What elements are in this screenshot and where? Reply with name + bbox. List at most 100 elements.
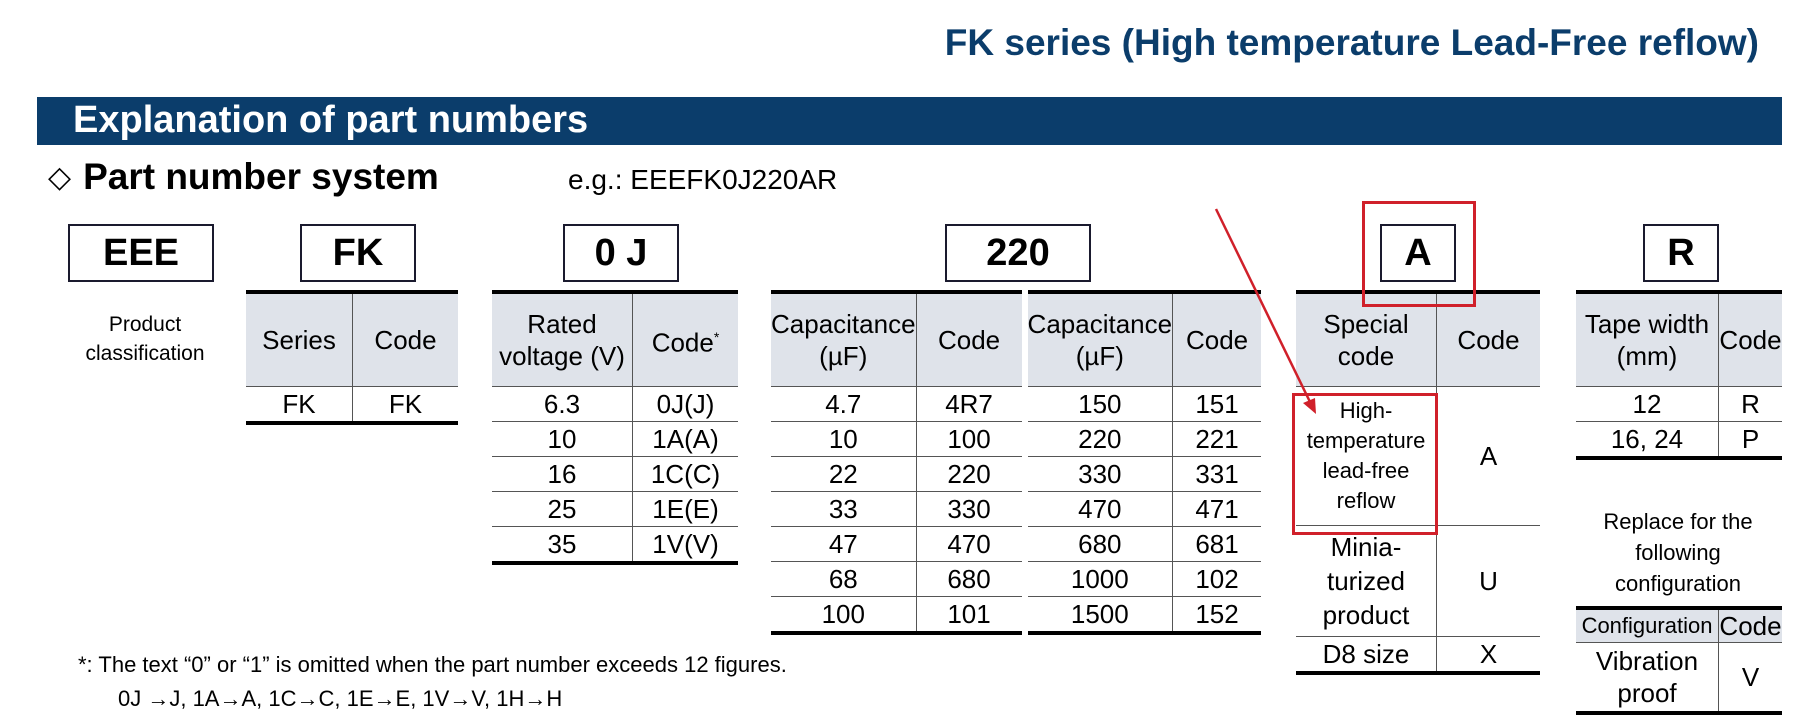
special-code-cell: A xyxy=(1436,386,1540,526)
voltage-header: Rated voltage (V) xyxy=(492,290,633,387)
capacitance-cell: 470 xyxy=(1021,491,1173,527)
voltage-code-cell: 1A(A) xyxy=(632,421,738,457)
config-cell: Vibration proof xyxy=(1576,642,1719,715)
footnote-line-1: *: The text “0” or “1” is omitted when t… xyxy=(78,652,787,677)
highlight-box-code-a xyxy=(1362,201,1476,307)
capacitance-cell: 680 xyxy=(1021,526,1173,562)
product-classification-label: Product classification xyxy=(85,313,205,365)
code-box-special: A xyxy=(1380,224,1456,282)
capacitance-code-cell: 152 xyxy=(1172,596,1261,635)
table-row: 22 220 330 331 xyxy=(771,456,1261,492)
table-row: High-temperature lead-free reflow A xyxy=(1296,386,1540,526)
capacitance-code-cell: 102 xyxy=(1172,561,1261,597)
tape-header: Tape width (mm) xyxy=(1576,290,1719,387)
tape-code-cell: R xyxy=(1718,386,1782,422)
red-arrow-icon xyxy=(1214,208,1313,405)
page-title: FK series (High temperature Lead-Free re… xyxy=(944,22,1759,63)
capacitance-code-cell: 221 xyxy=(1172,421,1261,457)
voltage-code-cell: 1E(E) xyxy=(632,491,738,527)
table-row: 12 R xyxy=(1576,386,1782,422)
table-row: 4.7 4R7 150 151 xyxy=(771,386,1261,422)
table-row: Minia-turized product U xyxy=(1296,525,1540,637)
special-cell: High-temperature lead-free reflow xyxy=(1296,386,1437,526)
config-code-cell: V xyxy=(1718,642,1782,715)
capacitance-cell: 33 xyxy=(771,491,917,527)
voltage-cell: 25 xyxy=(492,491,633,527)
capacitance-code-cell: 680 xyxy=(915,561,1025,597)
table-row: 47 470 680 681 xyxy=(771,526,1261,562)
table-row: 16 1C(C) xyxy=(492,456,738,492)
voltage-cell: 16 xyxy=(492,456,633,492)
series-cell: FK xyxy=(246,386,353,425)
capacitance-code-header: Code xyxy=(1172,290,1261,387)
code-box-tape: R xyxy=(1643,224,1719,282)
tape-code-cell: P xyxy=(1718,421,1782,460)
voltage-cell: 6.3 xyxy=(492,386,633,422)
capacitance-code-cell: 4R7 xyxy=(915,386,1025,422)
voltage-code-header: Code* xyxy=(632,290,738,387)
tape-cell: 16, 24 xyxy=(1576,421,1719,460)
config-header: Configuration xyxy=(1576,606,1719,643)
table-row: 16, 24 P xyxy=(1576,421,1782,460)
special-code-cell: U xyxy=(1436,525,1540,637)
capacitance-cell: 10 xyxy=(771,421,917,457)
capacitance-cell: 1000 xyxy=(1021,561,1173,597)
highlight-box-special-cell xyxy=(1292,393,1438,535)
code-box-eee: EEE xyxy=(68,224,214,282)
capacitance-code-cell: 220 xyxy=(915,456,1025,492)
capacitance-cell: 100 xyxy=(771,596,917,635)
capacitance-code-cell: 100 xyxy=(915,421,1025,457)
capacitance-code-cell: 331 xyxy=(1172,456,1261,492)
voltage-code-header-text: Code xyxy=(651,327,714,358)
capacitance-cell: 150 xyxy=(1021,386,1173,422)
capacitance-code-cell: 101 xyxy=(915,596,1025,635)
special-cell: D8 size xyxy=(1296,636,1437,675)
capacitance-cell: 68 xyxy=(771,561,917,597)
table-row: 100 101 1500 152 xyxy=(771,596,1261,635)
example-part-number: e.g.: EEEFK0J220AR xyxy=(568,164,838,195)
footnote-mark: * xyxy=(713,329,720,346)
capacitance-cell: 22 xyxy=(771,456,917,492)
capacitance-code-cell: 151 xyxy=(1172,386,1261,422)
footnote-line-2: 0J →J, 1A→A, 1C→C, 1E→E, 1V→V, 1H→H xyxy=(118,686,563,711)
capacitance-header: Capacitance (µF) xyxy=(1021,290,1173,387)
capacitance-cell: 47 xyxy=(771,526,917,562)
code-box-fk: FK xyxy=(300,224,416,282)
table-row: FK FK xyxy=(246,386,458,425)
series-code-cell: FK xyxy=(352,386,458,425)
series-table: Series Code FK FK xyxy=(246,290,458,425)
capacitance-code-header: Code xyxy=(915,290,1025,387)
capacitance-code-cell: 471 xyxy=(1172,491,1261,527)
tape-width-table: Tape width (mm) Code 12 R 16, 24 P xyxy=(1576,290,1782,460)
series-code-header: Code xyxy=(352,290,458,387)
tape-code-header: Code xyxy=(1718,290,1782,387)
capacitance-code-cell: 470 xyxy=(915,526,1025,562)
capacitance-code-cell: 681 xyxy=(1172,526,1261,562)
voltage-cell: 10 xyxy=(492,421,633,457)
table-row: 10 1A(A) xyxy=(492,421,738,457)
table-row: 10 100 220 221 xyxy=(771,421,1261,457)
voltage-table: Rated voltage (V) Code* 6.3 0J(J) 10 1A(A)… xyxy=(492,290,738,565)
voltage-code-cell: 0J(J) xyxy=(632,386,738,422)
table-row: Vibration proof V xyxy=(1576,642,1782,715)
diamond-icon: ◇ xyxy=(48,160,72,194)
special-code-cell: X xyxy=(1436,636,1540,675)
capacitance-table: Capacitance (µF) Code Capacitance (µF) C… xyxy=(771,290,1261,635)
subsection-heading: ◇ Part number system xyxy=(48,156,439,198)
voltage-code-cell: 1V(V) xyxy=(632,526,738,565)
configuration-table: Configuration Code Vibration proof V xyxy=(1576,606,1782,715)
table-row: 25 1E(E) xyxy=(492,491,738,527)
tape-cell: 12 xyxy=(1576,386,1719,422)
voltage-cell: 35 xyxy=(492,526,633,565)
capacitance-cell: 1500 xyxy=(1021,596,1173,635)
table-row: 33 330 470 471 xyxy=(771,491,1261,527)
capacitance-header: Capacitance (µF) xyxy=(771,290,917,387)
table-row: 6.3 0J(J) xyxy=(492,386,738,422)
capacitance-cell: 220 xyxy=(1021,421,1173,457)
table-row: D8 size X xyxy=(1296,636,1540,675)
series-header: Series xyxy=(246,290,353,387)
banner-title: Explanation of part numbers xyxy=(73,99,589,141)
replace-note: Replace for the following configuration xyxy=(1603,509,1753,596)
code-box-voltage: 0 J xyxy=(563,224,679,282)
